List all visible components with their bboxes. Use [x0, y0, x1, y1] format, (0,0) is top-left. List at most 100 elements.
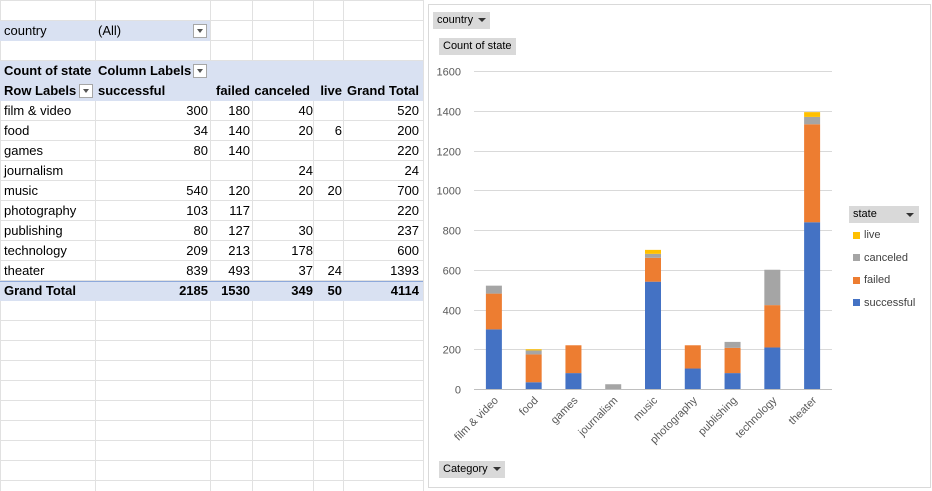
legend-swatch [853, 299, 860, 307]
cell-successful[interactable]: 540 [186, 183, 208, 198]
pivot-header-band [0, 61, 423, 101]
total-successful: 2185 [179, 283, 208, 298]
row-label-publishing[interactable]: publishing [4, 223, 63, 238]
chart-country-filter-button[interactable]: country [433, 12, 491, 29]
cell-live[interactable] [312, 221, 342, 241]
row-label-technology[interactable]: technology [4, 243, 67, 258]
cell-successful[interactable]: 80 [193, 143, 208, 158]
total-divider [0, 281, 423, 282]
total-grand: 4114 [390, 283, 419, 298]
cell-live[interactable] [312, 161, 342, 181]
cell-failed[interactable]: 127 [228, 223, 250, 238]
row-label-games[interactable]: games [4, 143, 44, 158]
cell-canceled[interactable]: 20 [298, 123, 313, 138]
row-label-film-video[interactable]: film & video [4, 103, 72, 118]
cell-grand-total[interactable]: 220 [397, 203, 419, 218]
row-labels-dropdown-icon[interactable] [79, 84, 93, 98]
chart-values-field-button[interactable]: Count of state [439, 38, 516, 55]
filter-field-label: country [4, 23, 47, 38]
pivot-values-label: Count of state [4, 63, 92, 78]
legend-state-label: state [853, 208, 877, 220]
pivot-chart[interactable] [428, 4, 931, 488]
cell-failed[interactable]: 493 [228, 263, 250, 278]
column-header-canceled: canceled [254, 83, 310, 98]
cell-grand-total[interactable]: 220 [397, 143, 419, 158]
cell-canceled[interactable]: 20 [298, 183, 313, 198]
legend-label: canceled [864, 251, 909, 264]
total-failed: 1530 [221, 283, 250, 298]
cell-failed[interactable]: 140 [228, 143, 250, 158]
column-header-live: live [320, 83, 342, 98]
cell-failed[interactable]: 180 [228, 103, 250, 118]
cell-grand-total[interactable]: 600 [397, 243, 419, 258]
legend-label: failed [864, 274, 891, 286]
cell-live[interactable] [312, 101, 342, 121]
cell-canceled[interactable] [253, 141, 313, 161]
chart-country-filter-label: country [437, 14, 474, 26]
cell-grand-total[interactable]: 237 [397, 223, 419, 238]
filter-dropdown-icon[interactable] [193, 24, 207, 38]
total-band [0, 282, 423, 301]
cell-live[interactable]: 6 [334, 123, 342, 138]
cell-failed[interactable]: 120 [228, 183, 250, 198]
legend-swatch [853, 254, 860, 262]
chart-category-axis-label: Category [443, 463, 488, 475]
cell-live[interactable]: 24 [327, 263, 342, 278]
cell-grand-total[interactable]: 1393 [390, 263, 419, 278]
cell-successful[interactable]: 80 [193, 223, 208, 238]
row-label-food[interactable]: food [4, 123, 30, 138]
cell-canceled[interactable]: 30 [298, 223, 313, 238]
chevron-down-icon [906, 213, 914, 217]
cell-grand-total[interactable]: 700 [397, 183, 419, 198]
cell-live[interactable]: 20 [327, 183, 342, 198]
column-header-successful: successful [98, 83, 166, 98]
cell-live[interactable] [312, 201, 342, 221]
cell-canceled[interactable]: 178 [291, 243, 313, 258]
cell-failed[interactable]: 140 [228, 123, 250, 138]
cell-successful[interactable]: 209 [186, 243, 208, 258]
total-canceled: 349 [291, 283, 313, 298]
cell-canceled[interactable]: 40 [298, 103, 313, 118]
legend-label: successful [864, 296, 916, 309]
pivot-row-labels: Row Labels [4, 83, 77, 98]
cell-successful[interactable] [160, 161, 208, 181]
row-label-music[interactable]: music [4, 183, 38, 198]
chart-category-axis-button[interactable]: Category [439, 461, 505, 478]
legend-swatch [853, 276, 860, 284]
cell-canceled[interactable]: 24 [298, 163, 313, 178]
legend-label: live [864, 229, 881, 241]
filter-band [0, 21, 210, 41]
cell-grand-total[interactable]: 200 [397, 123, 419, 138]
row-label-photography[interactable]: photography [4, 203, 77, 218]
column-header-grand-total: Grand Total [347, 83, 419, 98]
pivot-column-labels: Column Labels [98, 63, 192, 78]
legend-state-filter-button[interactable]: state [849, 206, 919, 223]
cell-failed[interactable] [212, 161, 250, 181]
legend-item-live: live [853, 228, 881, 242]
filter-field-value[interactable]: (All) [98, 23, 122, 38]
cell-failed[interactable]: 213 [228, 243, 250, 258]
chevron-down-icon [492, 467, 501, 472]
cell-live[interactable] [312, 141, 342, 161]
cell-successful[interactable]: 103 [186, 203, 208, 218]
total-live: 50 [327, 283, 342, 298]
legend-item-canceled: canceled [853, 251, 908, 265]
cell-live[interactable] [312, 241, 342, 261]
cell-successful[interactable]: 300 [186, 103, 208, 118]
row-label-theater[interactable]: theater [4, 263, 45, 278]
cell-failed[interactable]: 117 [229, 203, 250, 218]
cell-canceled[interactable]: 37 [298, 263, 313, 278]
chart-values-field-label: Count of state [443, 40, 512, 52]
row-label-journalism[interactable]: journalism [4, 163, 64, 178]
cell-grand-total[interactable]: 520 [397, 103, 419, 118]
cell-canceled[interactable] [253, 201, 313, 221]
cell-successful[interactable]: 839 [186, 263, 208, 278]
cell-grand-total[interactable]: 24 [404, 163, 419, 178]
legend-swatch [853, 231, 860, 239]
legend-item-successful: successful [853, 296, 915, 310]
chevron-down-icon [478, 18, 487, 23]
cell-successful[interactable]: 34 [193, 123, 208, 138]
column-header-failed: failed [216, 83, 250, 98]
column-labels-dropdown-icon[interactable] [193, 64, 207, 78]
